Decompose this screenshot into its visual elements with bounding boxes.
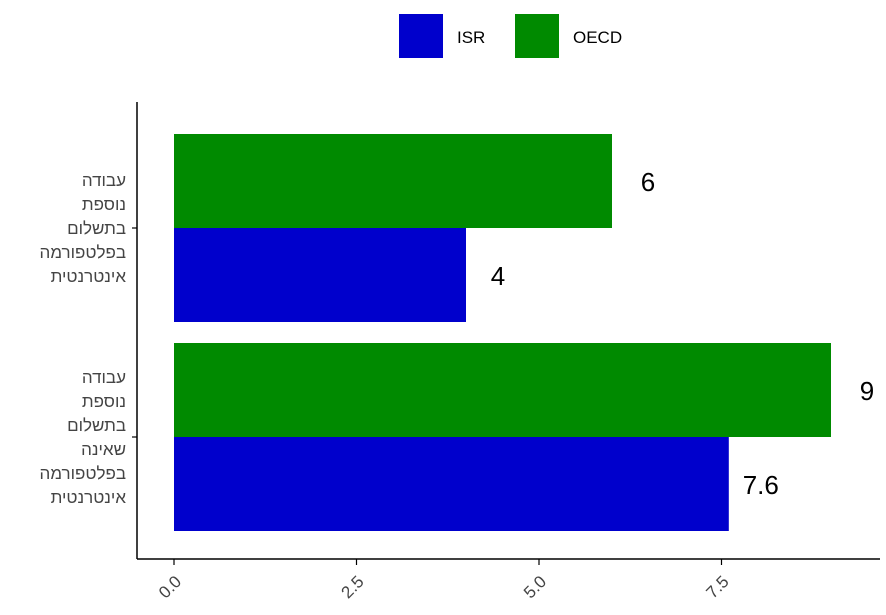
category-label-line: נוספת: [82, 195, 126, 214]
data-label-oecd: 9: [860, 376, 874, 406]
category-label-line: בתשלום: [67, 219, 126, 238]
tick-labels: עבודה נוספת בתשלום בפלטפורמה אינטרנטית עבודה נ…: [40, 171, 733, 602]
category-label-line: אינטרנטית: [51, 267, 127, 286]
bar-oecd: [174, 343, 831, 437]
category-label-line: בפלטפורמה: [40, 464, 126, 483]
legend-swatch: [399, 14, 443, 58]
bars: [174, 134, 831, 531]
bar-isr: [174, 437, 729, 531]
data-label-oecd: 6: [641, 167, 655, 197]
data-labels: 6 4 9 7.6: [491, 167, 874, 500]
legend-swatch: [515, 14, 559, 58]
category-label-line: אינטרנטית: [51, 488, 127, 507]
x-tick-label: 5.0: [520, 572, 550, 602]
category-label: עבודה נוספת בתשלום בפלטפורמה אינטרנטית: [40, 171, 127, 286]
axes: [132, 102, 880, 565]
category-label: עבודה נוספת בתשלום שאינה בפלטפורמה אינטרנטית: [40, 368, 127, 507]
legend: ISR OECD: [399, 14, 622, 58]
legend-label: OECD: [573, 28, 622, 47]
category-label-line: עבודה: [82, 171, 126, 190]
x-tick-label: 7.5: [703, 572, 733, 602]
bar-oecd: [174, 134, 612, 228]
x-tick-label: 0.0: [155, 572, 185, 602]
data-label-isr: 4: [491, 261, 505, 291]
category-label-line: שאינה: [81, 440, 126, 459]
category-label-line: בפלטפורמה: [40, 243, 126, 262]
category-label-line: בתשלום: [67, 416, 126, 435]
data-label-isr: 7.6: [743, 470, 779, 500]
bar-isr: [174, 228, 466, 322]
legend-label: ISR: [457, 28, 485, 47]
category-label-line: עבודה: [82, 368, 126, 387]
x-tick-label: 2.5: [338, 572, 368, 602]
category-label-line: נוספת: [82, 392, 126, 411]
